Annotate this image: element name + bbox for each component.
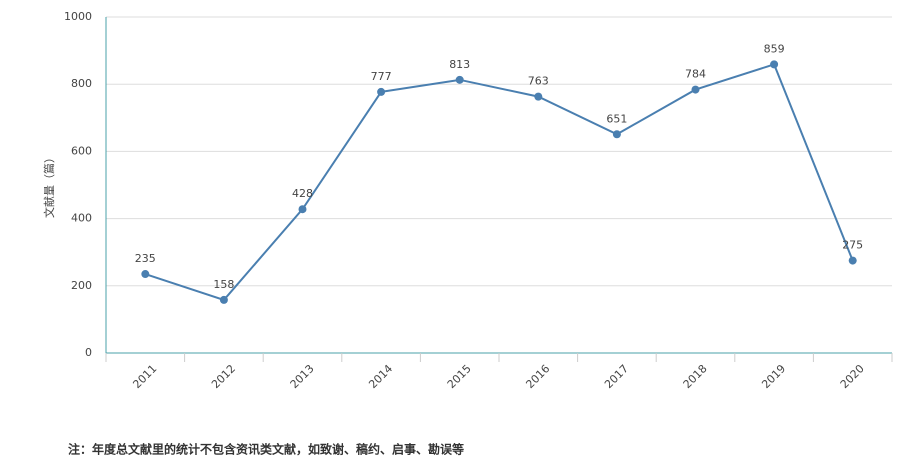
x-tick-label: 2019 — [759, 362, 788, 391]
y-tick-label: 0 — [85, 346, 92, 359]
point — [377, 87, 386, 96]
point — [141, 270, 150, 279]
data-label: 428 — [292, 187, 313, 200]
data-label: 235 — [135, 252, 156, 265]
point — [612, 130, 621, 139]
x-tick-label: 2018 — [681, 362, 710, 391]
data-label: 763 — [528, 75, 549, 88]
x-tick-label: 2014 — [366, 362, 395, 391]
point — [848, 256, 857, 265]
y-tick-label: 1000 — [64, 10, 92, 23]
x-tick-label: 2015 — [445, 362, 474, 391]
x-tick-label: 2017 — [602, 362, 631, 391]
data-label: 784 — [685, 68, 706, 81]
y-tick-label: 800 — [71, 77, 92, 90]
y-tick-label: 400 — [71, 212, 92, 225]
point — [455, 75, 464, 84]
data-label: 651 — [606, 112, 627, 125]
point — [298, 205, 307, 214]
y-tick-label: 200 — [71, 279, 92, 292]
line — [144, 63, 854, 302]
point — [534, 92, 543, 101]
y-tick-label: 600 — [71, 144, 92, 157]
data-label: 859 — [764, 42, 785, 55]
x-tick-label: 2013 — [288, 362, 317, 391]
y-axis-label: 文献量（篇） — [42, 152, 56, 218]
note: 注：年度总文献里的统计不包含资讯类文献，如致谢、稿约、启事、勘误等 — [68, 442, 464, 457]
data-label: 158 — [213, 278, 234, 291]
point — [691, 85, 700, 94]
data-label: 813 — [449, 58, 470, 71]
x-tick-label: 2020 — [838, 362, 867, 391]
x-tick-label: 2012 — [209, 362, 238, 391]
x-tick-label: 2016 — [523, 362, 552, 391]
x-tick-label: 2011 — [130, 362, 159, 391]
point — [770, 60, 779, 69]
point — [219, 295, 228, 304]
data-label: 275 — [842, 239, 863, 252]
data-label: 777 — [371, 70, 392, 83]
